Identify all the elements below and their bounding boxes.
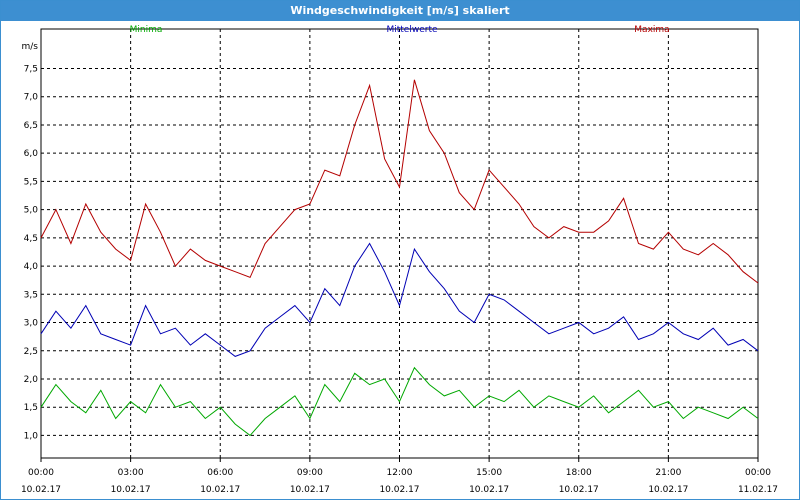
window-title: Windgeschwindigkeit [m/s] skaliert (1, 1, 799, 21)
x-tick-time-label: 21:00 (655, 468, 681, 478)
x-tick-time-label: 15:00 (476, 468, 502, 478)
y-tick-label: 7,5 (24, 65, 38, 75)
y-tick-label: 6,5 (24, 121, 38, 131)
x-tick-date-label: 10.02.17 (111, 485, 151, 495)
y-tick-label: 7,0 (24, 93, 39, 103)
y-tick-label: 4,5 (24, 234, 38, 244)
y-tick-label: 6,0 (24, 149, 39, 159)
y-axis-label: m/s (22, 42, 39, 52)
y-tick-label: 3,5 (24, 290, 38, 300)
x-tick-time-label: 03:00 (118, 468, 144, 478)
y-tick-label: 1,0 (24, 431, 39, 441)
x-tick-date-label: 11.02.17 (738, 485, 778, 495)
x-tick-time-label: 00:00 (745, 468, 771, 478)
series-line-maxima (40, 79, 759, 284)
series-line-minima (40, 366, 759, 437)
line-chart: 1,0 1,5 2,0 2,5 3,0 3,5 4,0 4,5 5,0 5,5 6,0 6,5 7,0 7… (21, 25, 778, 495)
x-tick-date-label: 10.02.17 (559, 485, 599, 495)
x-tick-date-label: 10.02.17 (21, 485, 61, 495)
x-tick-date-label: 10.02.17 (648, 485, 688, 495)
x-tick-date-label: 10.02.17 (379, 485, 419, 495)
x-tick-time-label: 09:00 (297, 468, 323, 478)
legend-entry-minima: Minima (130, 25, 163, 35)
x-tick-time-label: 12:00 (387, 468, 413, 478)
plot-frame (40, 28, 759, 459)
x-tick-time-label: 00:00 (28, 468, 54, 478)
x-tick-date-label: 10.02.17 (290, 485, 330, 495)
y-tick-label: 2,5 (24, 347, 38, 357)
legend-entry-maxima: Maxima (634, 25, 669, 35)
series-line-mittelwerte (40, 242, 759, 357)
y-tick-label: 5,5 (24, 177, 38, 187)
y-tick-label: 4,0 (24, 262, 39, 272)
y-tick-label: 5,0 (24, 206, 39, 216)
x-tick-date-label: 10.02.17 (469, 485, 509, 495)
y-tick-label: 1,5 (24, 403, 38, 413)
x-tick-time-label: 18:00 (566, 468, 592, 478)
y-tick-label: 2,0 (24, 375, 39, 385)
legend-entry-mittelwerte: Mittelwerte (386, 25, 437, 35)
x-tick-date-label: 10.02.17 (200, 485, 240, 495)
y-tick-label: 3,0 (24, 319, 39, 329)
x-tick-time-label: 06:00 (207, 468, 233, 478)
